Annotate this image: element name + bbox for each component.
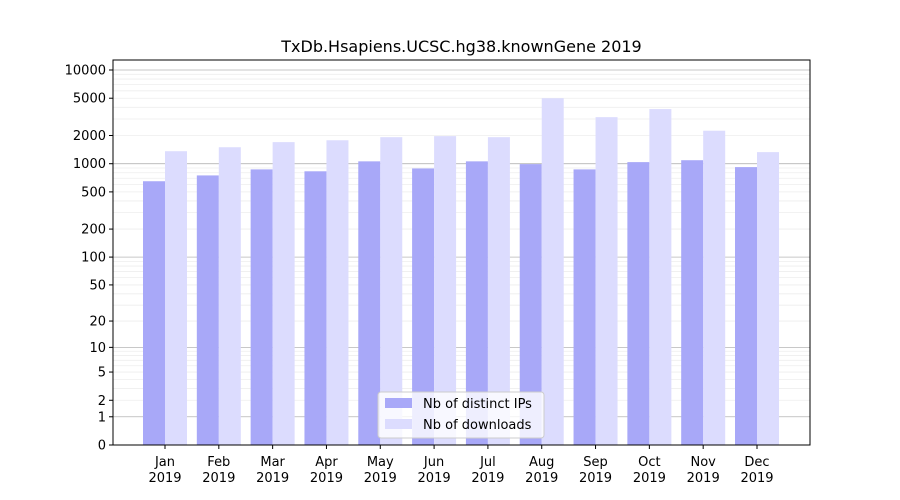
y-tick-label: 2000 xyxy=(73,129,106,144)
bar-downloads xyxy=(272,142,295,445)
y-tick-label: 5 xyxy=(98,366,106,381)
x-tick-label: Jul xyxy=(479,455,496,470)
x-tick-label: Nov xyxy=(690,455,716,470)
x-tick-label: 2019 xyxy=(148,471,181,486)
x-tick-label: Jun xyxy=(423,455,444,470)
legend-label: Nb of distinct IPs xyxy=(423,397,532,412)
bar-downloads xyxy=(218,147,241,446)
bar-ips xyxy=(412,168,435,445)
bar-downloads xyxy=(757,152,779,445)
x-tick-label: 2019 xyxy=(471,471,504,486)
y-tick-label: 0 xyxy=(98,439,106,454)
y-tick-label: 1 xyxy=(98,410,106,425)
bar-downloads xyxy=(649,109,672,446)
bar-downloads xyxy=(595,117,618,445)
y-tick-label: 200 xyxy=(81,223,106,238)
x-tick-label: 2019 xyxy=(364,471,397,486)
chart-title: TxDb.Hsapiens.UCSC.hg38.knownGene 2019 xyxy=(280,37,641,56)
y-tick-label: 5000 xyxy=(73,92,106,107)
x-tick-label: 2019 xyxy=(525,471,558,486)
y-tick-label: 2 xyxy=(98,394,106,409)
x-tick-label: 2019 xyxy=(687,471,720,486)
bar-downloads xyxy=(326,140,349,445)
x-tick-label: 2019 xyxy=(740,471,773,486)
y-tick-label: 10000 xyxy=(65,64,106,79)
x-tick-label: 2019 xyxy=(202,471,235,486)
bar-downloads xyxy=(541,98,564,445)
bar-ips xyxy=(250,169,273,446)
bar-ips xyxy=(735,167,757,445)
x-tick-label: Apr xyxy=(315,455,338,470)
axes-frame xyxy=(112,59,811,446)
bar-downloads xyxy=(703,130,726,446)
y-tick-label: 1000 xyxy=(73,157,106,172)
x-tick-label: Dec xyxy=(744,455,769,470)
x-tick-label: 2019 xyxy=(579,471,612,486)
y-tick-label: 50 xyxy=(89,278,106,293)
bar-downloads xyxy=(165,151,187,446)
x-tick-label: Sep xyxy=(583,455,608,470)
y-tick-label: 100 xyxy=(81,251,106,266)
x-tick-label: Jan xyxy=(154,455,175,470)
legend-label: Nb of downloads xyxy=(423,418,532,433)
bar-ips xyxy=(573,169,596,446)
x-tick-label: 2019 xyxy=(310,471,343,486)
x-tick-label: May xyxy=(367,455,394,470)
x-tick-label: Mar xyxy=(260,455,285,470)
x-tick-label: 2019 xyxy=(633,471,666,486)
bar-ips xyxy=(358,161,381,445)
bar-downloads xyxy=(487,137,510,445)
legend-swatch xyxy=(385,419,412,429)
bar-downloads xyxy=(380,137,403,445)
bar-ips xyxy=(143,181,165,445)
legend xyxy=(377,391,545,439)
x-tick-label: Aug xyxy=(529,455,554,470)
legend-swatch xyxy=(385,398,412,408)
x-tick-label: 2019 xyxy=(256,471,289,486)
x-tick-label: Oct xyxy=(638,455,660,470)
y-tick-label: 10 xyxy=(89,341,106,356)
x-tick-label: Feb xyxy=(207,455,230,470)
bar-downloads xyxy=(434,136,457,446)
bar-ips xyxy=(196,175,219,445)
bar-ips xyxy=(519,164,542,445)
x-tick-label: 2019 xyxy=(418,471,451,486)
bar-ips xyxy=(681,160,704,445)
bar-ips xyxy=(304,171,327,445)
bar-ips xyxy=(627,162,650,445)
y-tick-label: 500 xyxy=(81,185,106,200)
y-tick-label: 20 xyxy=(89,315,106,330)
bar-ips xyxy=(465,161,488,445)
